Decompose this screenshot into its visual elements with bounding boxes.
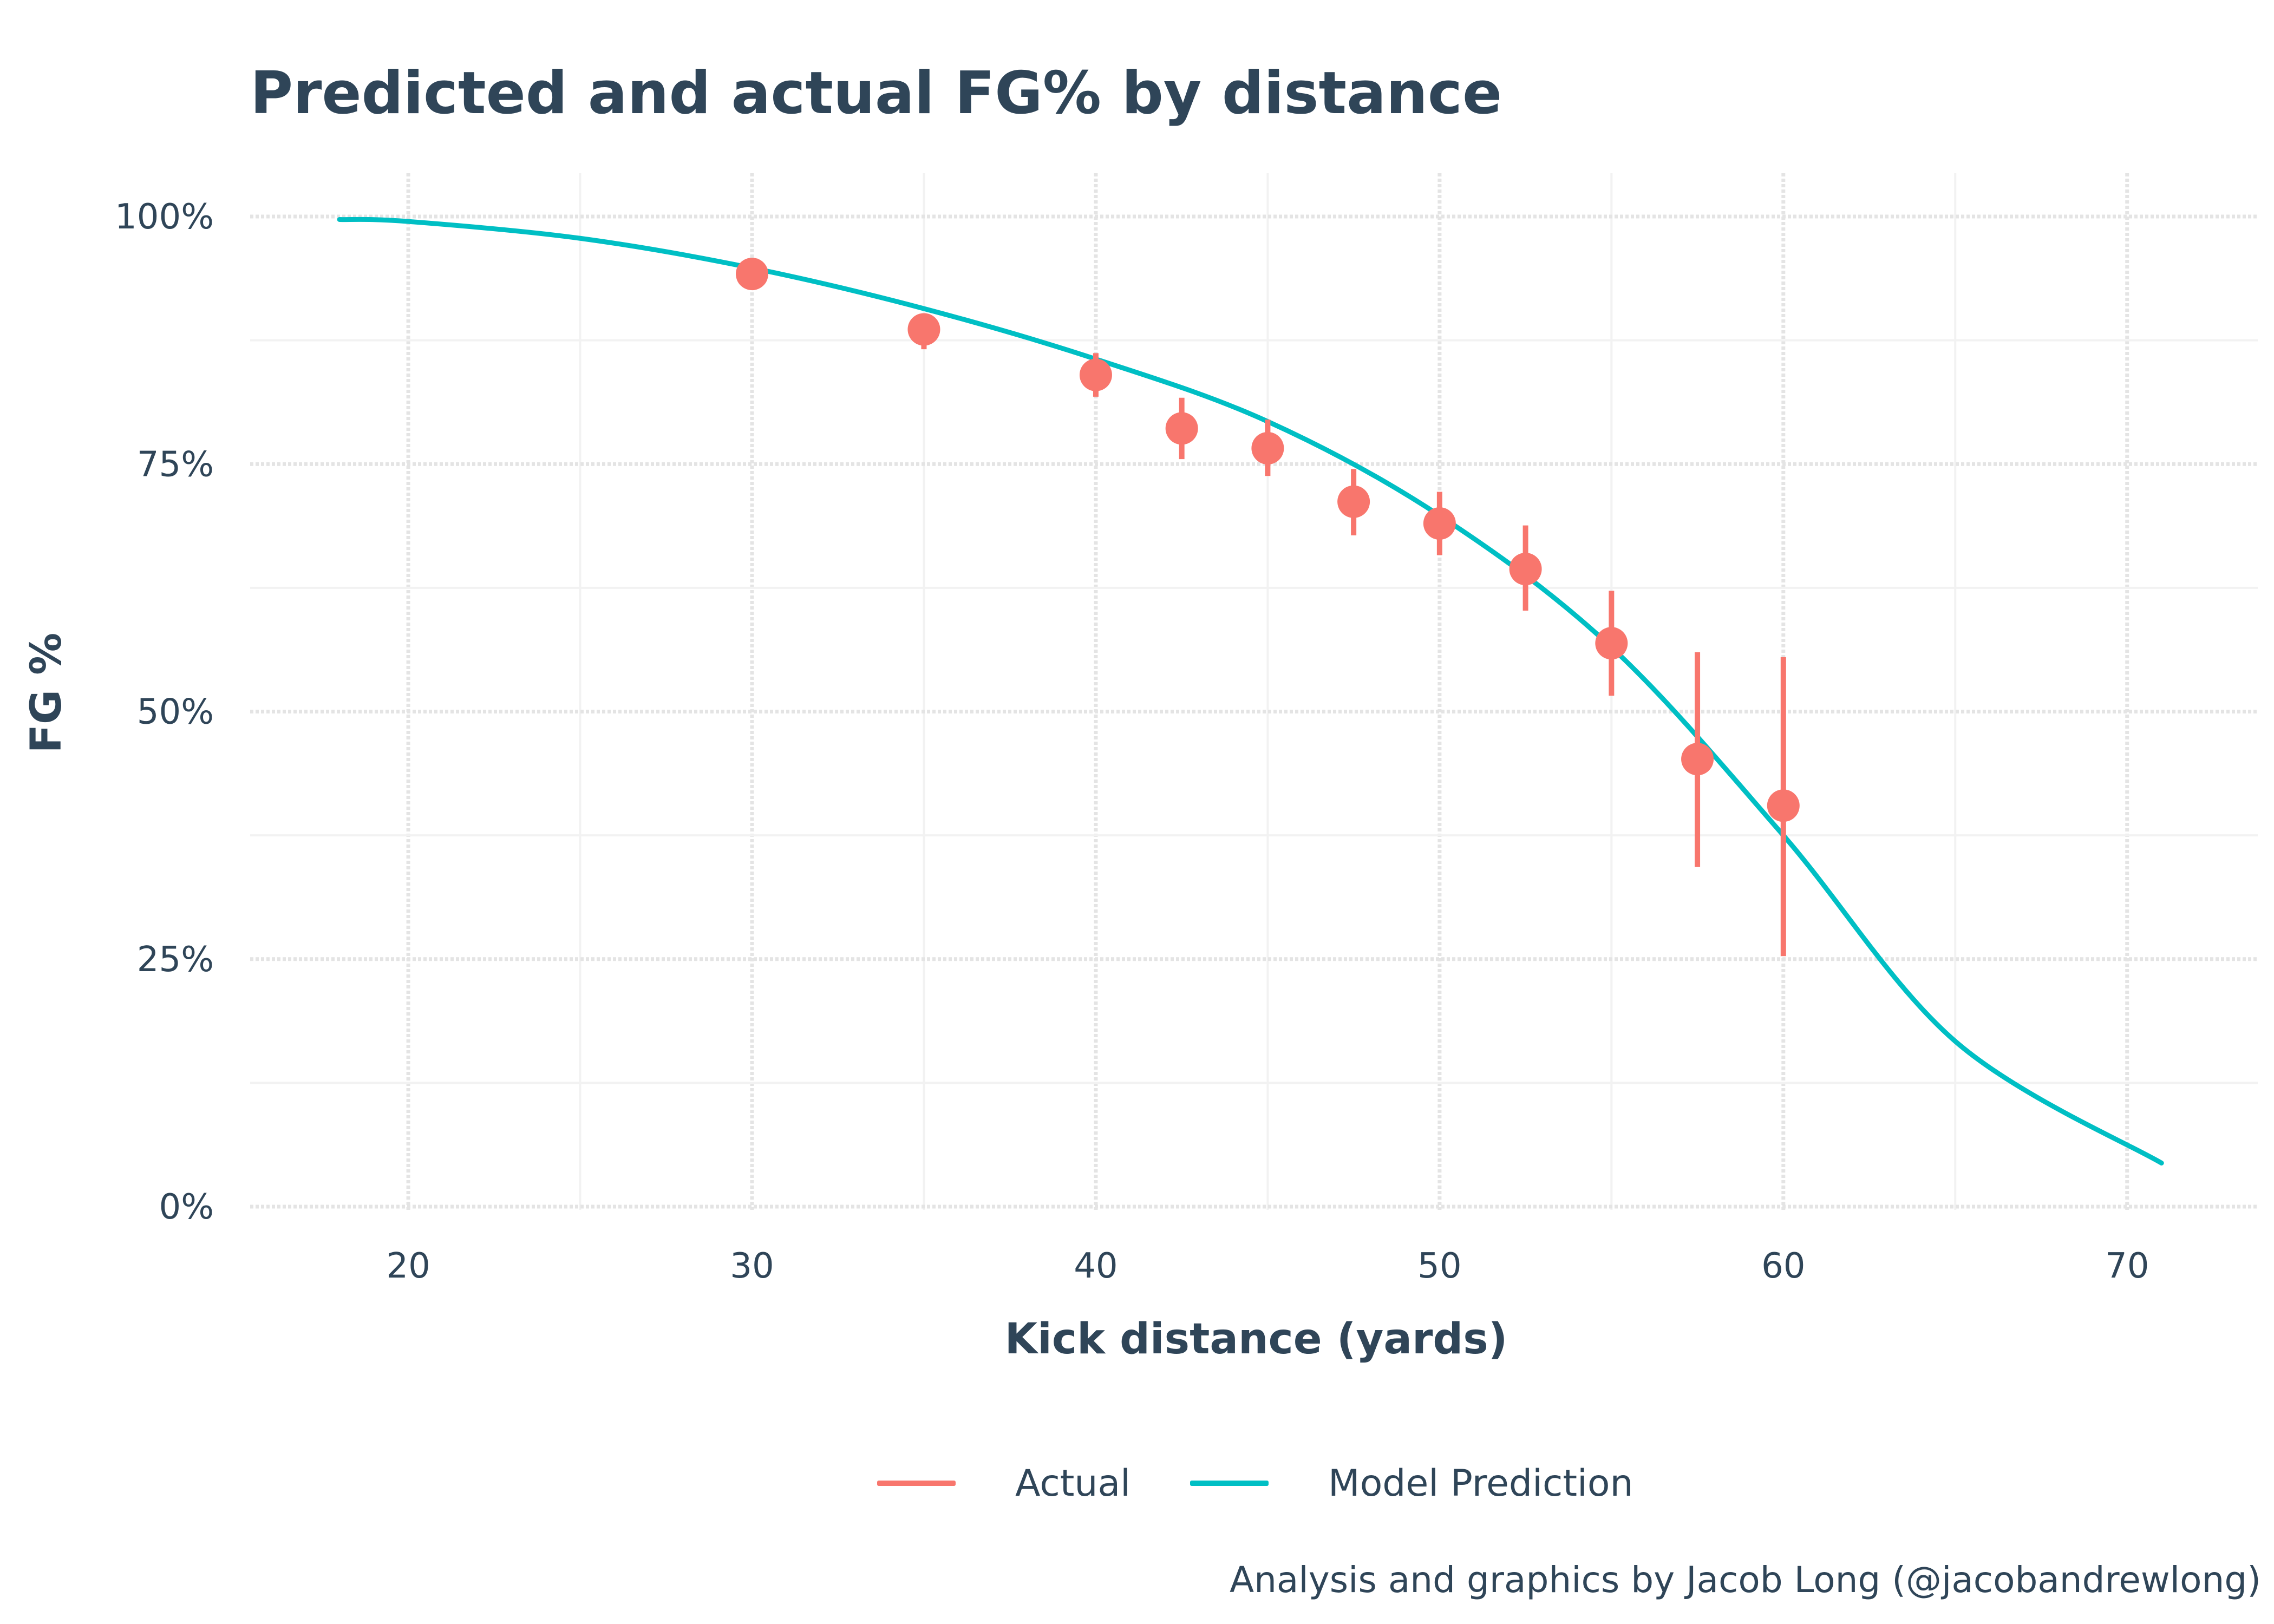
y-tick-label: 75% bbox=[137, 444, 214, 484]
actual-point bbox=[1079, 358, 1112, 391]
actual-point bbox=[1165, 412, 1198, 445]
legend-label-actual: Actual bbox=[1015, 1462, 1131, 1505]
actual-point bbox=[907, 313, 940, 346]
caption: Analysis and graphics by Jacob Long (@ja… bbox=[1229, 1559, 2261, 1601]
chart-title: Predicted and actual FG% by distance bbox=[250, 60, 1502, 127]
actual-point bbox=[1337, 485, 1370, 518]
x-tick-label: 40 bbox=[1074, 1246, 1118, 1286]
x-tick-label: 70 bbox=[2105, 1246, 2149, 1286]
y-tick-label: 25% bbox=[137, 940, 214, 980]
actual-point bbox=[1767, 789, 1800, 822]
legend: Actual Model Prediction bbox=[877, 1456, 1693, 1510]
y-tick-label: 100% bbox=[115, 197, 214, 237]
y-axis-label: FG % bbox=[22, 633, 71, 754]
legend-item-actual[interactable]: Actual bbox=[877, 1462, 1131, 1505]
actual-point bbox=[736, 258, 768, 291]
grid-layer bbox=[250, 173, 2258, 1210]
y-tick-label: 0% bbox=[159, 1187, 214, 1227]
legend-item-model-prediction[interactable]: Model Prediction bbox=[1190, 1462, 1633, 1505]
legend-key-model-prediction bbox=[1190, 1481, 1269, 1486]
actual-point bbox=[1251, 431, 1284, 464]
x-axis-label: Kick distance (yards) bbox=[1005, 1315, 1508, 1364]
series-layer bbox=[337, 217, 2164, 1166]
x-tick-label: 60 bbox=[1761, 1246, 1805, 1286]
model-prediction-line bbox=[337, 217, 2164, 1166]
x-tick-label: 50 bbox=[1417, 1246, 1461, 1286]
actual-point bbox=[1595, 627, 1628, 660]
legend-label-model-prediction: Model Prediction bbox=[1328, 1462, 1633, 1505]
x-tick-label: 30 bbox=[730, 1246, 774, 1286]
tick-layer: 20 30 40 50 60 70 0% 25% 50% 75% 100% bbox=[115, 197, 2149, 1286]
actual-point bbox=[1423, 507, 1456, 540]
actual-point bbox=[1509, 553, 1542, 586]
actual-point bbox=[1681, 743, 1714, 776]
legend-key-actual bbox=[877, 1481, 956, 1486]
x-tick-label: 20 bbox=[386, 1246, 430, 1286]
y-tick-label: 50% bbox=[137, 692, 214, 732]
